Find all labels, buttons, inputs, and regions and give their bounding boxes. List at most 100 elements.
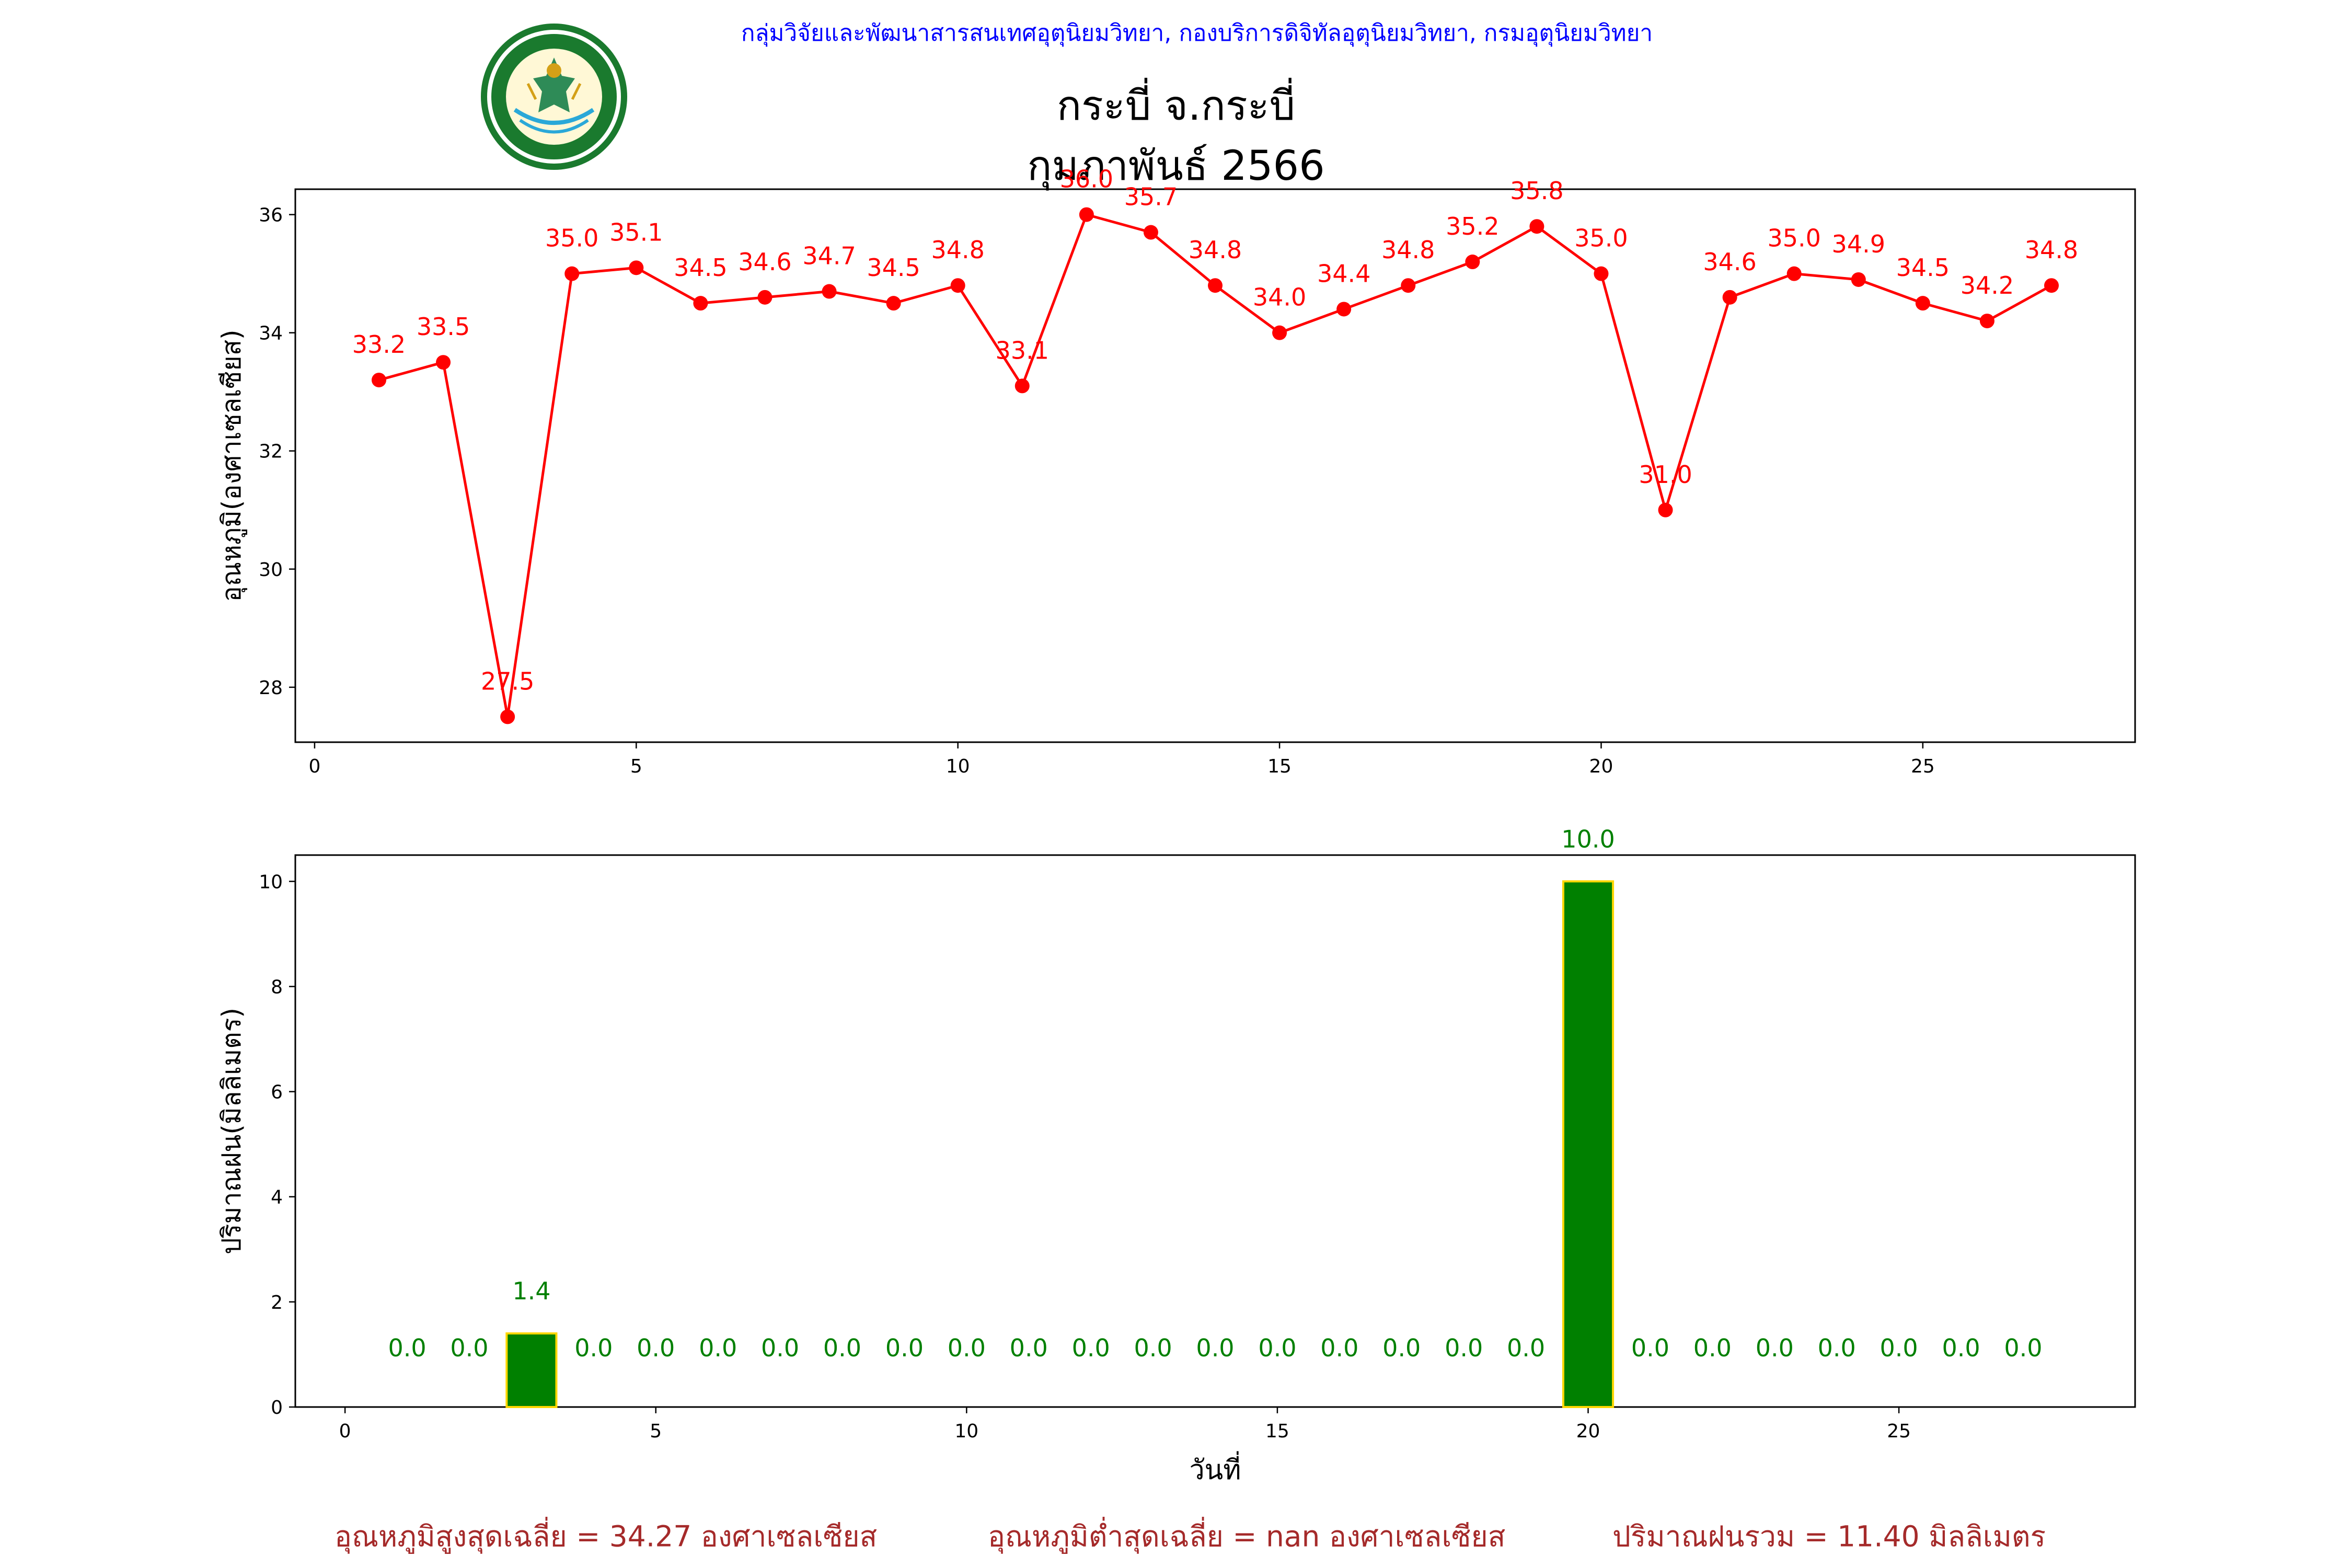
rainfall-data-label: 0.0: [450, 1334, 488, 1362]
temperature-data-label: 34.0: [1253, 283, 1306, 312]
temperature-point: [822, 284, 837, 299]
temperature-data-label: 35.0: [545, 224, 598, 252]
x-tick-label: 15: [1265, 1421, 1289, 1442]
temperature-data-label: 34.2: [1961, 271, 2014, 299]
rainfall-bar: [1562, 880, 1615, 1409]
rainfall-data-label: 0.0: [2004, 1334, 2042, 1362]
rainfall-data-label: 0.0: [1196, 1334, 1234, 1362]
temperature-data-label: 34.4: [1317, 259, 1370, 287]
rainfall-data-label: 0.0: [761, 1334, 799, 1362]
rainfall-data-label: 0.0: [823, 1334, 861, 1362]
agency-line: กลุ่มวิจัยและพัฒนาสารสนเทศอุตุนิยมวิทยา,…: [741, 20, 1653, 47]
rainfall-bar: [505, 1332, 558, 1408]
rainfall-data-label: 0.0: [1818, 1334, 1856, 1362]
temperature-point: [757, 290, 773, 305]
temperature-point: [372, 373, 386, 388]
y-tick-label: 34: [259, 323, 283, 344]
x-tick-label: 0: [308, 756, 320, 777]
temperature-data-label: 35.0: [1574, 224, 1628, 252]
x-tick-label: 10: [946, 756, 970, 777]
x-tick-label: 5: [650, 1421, 662, 1442]
temperature-data-label: 34.8: [931, 236, 984, 264]
footer-avg-min: อุณหภูมิต่ำสุดเฉลี่ย = nan องศาเซลเซียส: [988, 1519, 1506, 1553]
temperature-point: [1594, 266, 1609, 281]
rainfall-data-label: 0.0: [1942, 1334, 1980, 1362]
temperature-point: [629, 260, 644, 275]
temperature-data-label: 34.5: [674, 253, 727, 282]
rainfall-data-label: 0.0: [1010, 1334, 1048, 1362]
temperature-point: [1208, 278, 1223, 293]
chart-subtitle: กุมภาพันธ์ 2566: [1027, 143, 1325, 190]
y-tick-label: 2: [271, 1292, 283, 1313]
y-axis-label: อุณหภูมิ(องศาเซลเซียส): [216, 329, 247, 602]
rainfall-data-label: 0.0: [1320, 1334, 1358, 1362]
temperature-point: [1014, 378, 1030, 394]
rainfall-data-label: 0.0: [1072, 1334, 1110, 1362]
y-tick-label: 0: [271, 1397, 283, 1419]
temperature-point: [1786, 266, 1802, 281]
footer-avg-max: อุณหภูมิสูงสุดเฉลี่ย = 34.27 องศาเซลเซีย…: [335, 1519, 878, 1553]
rainfall-data-label: 0.0: [948, 1334, 986, 1362]
temperature-point: [1143, 225, 1158, 240]
y-tick-label: 10: [259, 871, 283, 893]
rainfall-data-label: 0.0: [1507, 1334, 1545, 1362]
temperature-data-label: 35.2: [1446, 212, 1499, 240]
temperature-data-label: 34.6: [738, 248, 791, 276]
temperature-point: [886, 296, 901, 311]
temperature-point: [1079, 207, 1094, 222]
y-tick-label: 6: [271, 1082, 283, 1103]
temperature-point: [1401, 278, 1416, 293]
temperature-point: [1658, 502, 1673, 517]
temperature-point: [2044, 278, 2059, 293]
x-axis-label: วันที่: [1189, 1451, 1241, 1486]
temperature-point: [1336, 302, 1352, 317]
x-tick-label: 0: [339, 1421, 351, 1442]
rainfall-data-label: 0.0: [1880, 1334, 1918, 1362]
temperature-data-label: 34.5: [867, 253, 920, 282]
temperature-point: [1851, 272, 1866, 287]
plot-frame: [294, 188, 2136, 743]
temperature-data-label: 31.0: [1639, 460, 1692, 489]
temperature-data-label: 35.1: [609, 218, 663, 246]
rainfall-data-label: 0.0: [1445, 1334, 1483, 1362]
y-tick-label: 8: [271, 976, 283, 998]
rainfall-data-label: 10.0: [1561, 825, 1615, 853]
x-tick-label: 20: [1589, 756, 1613, 777]
y-tick-label: 32: [259, 441, 283, 463]
x-tick-label: 25: [1911, 756, 1935, 777]
x-tick-label: 15: [1267, 756, 1292, 777]
rainfall-data-label: 0.0: [1756, 1334, 1794, 1362]
rainfall-data-label: 0.0: [1631, 1334, 1669, 1362]
x-tick-label: 20: [1576, 1421, 1600, 1442]
y-tick-label: 28: [259, 677, 283, 699]
logo-seal-icon: [481, 24, 627, 170]
temperature-point: [1915, 296, 1930, 311]
x-tick-label: 5: [630, 756, 642, 777]
temperature-point: [693, 296, 708, 311]
temperature-data-label: 33.2: [352, 330, 406, 359]
y-tick-label: 30: [259, 559, 283, 581]
footer-total-rain: ปริมาณฝนรวม = 11.40 มิลลิเมตร: [1612, 1519, 2046, 1553]
y-tick-label: 4: [271, 1187, 283, 1208]
rainfall-data-label: 0.0: [1134, 1334, 1172, 1362]
y-tick-label: 36: [259, 205, 283, 226]
rainfall-data-label: 0.0: [574, 1334, 613, 1362]
temperature-data-label: 27.5: [481, 667, 534, 695]
temperature-point: [1529, 219, 1544, 234]
rainfall-data-label: 0.0: [1382, 1334, 1421, 1362]
chart-title: กระบี่ จ.กระบี่: [1056, 83, 1296, 130]
temperature-data-label: 33.5: [417, 313, 470, 341]
temperature-data-label: 34.8: [1381, 236, 1435, 264]
rainfall-data-label: 0.0: [699, 1334, 737, 1362]
temperature-data-label: 35.0: [1767, 224, 1820, 252]
x-tick-label: 10: [954, 1421, 978, 1442]
plot-frame: [294, 854, 2136, 1408]
x-tick-label: 25: [1887, 1421, 1911, 1442]
temperature-point: [436, 355, 451, 370]
rainfall-data-label: 0.0: [1258, 1334, 1296, 1362]
temperature-point: [1272, 325, 1287, 340]
rainfall-data-label: 1.4: [512, 1277, 550, 1305]
rainfall-data-label: 0.0: [388, 1334, 426, 1362]
temperature-data-label: 35.7: [1124, 183, 1178, 211]
